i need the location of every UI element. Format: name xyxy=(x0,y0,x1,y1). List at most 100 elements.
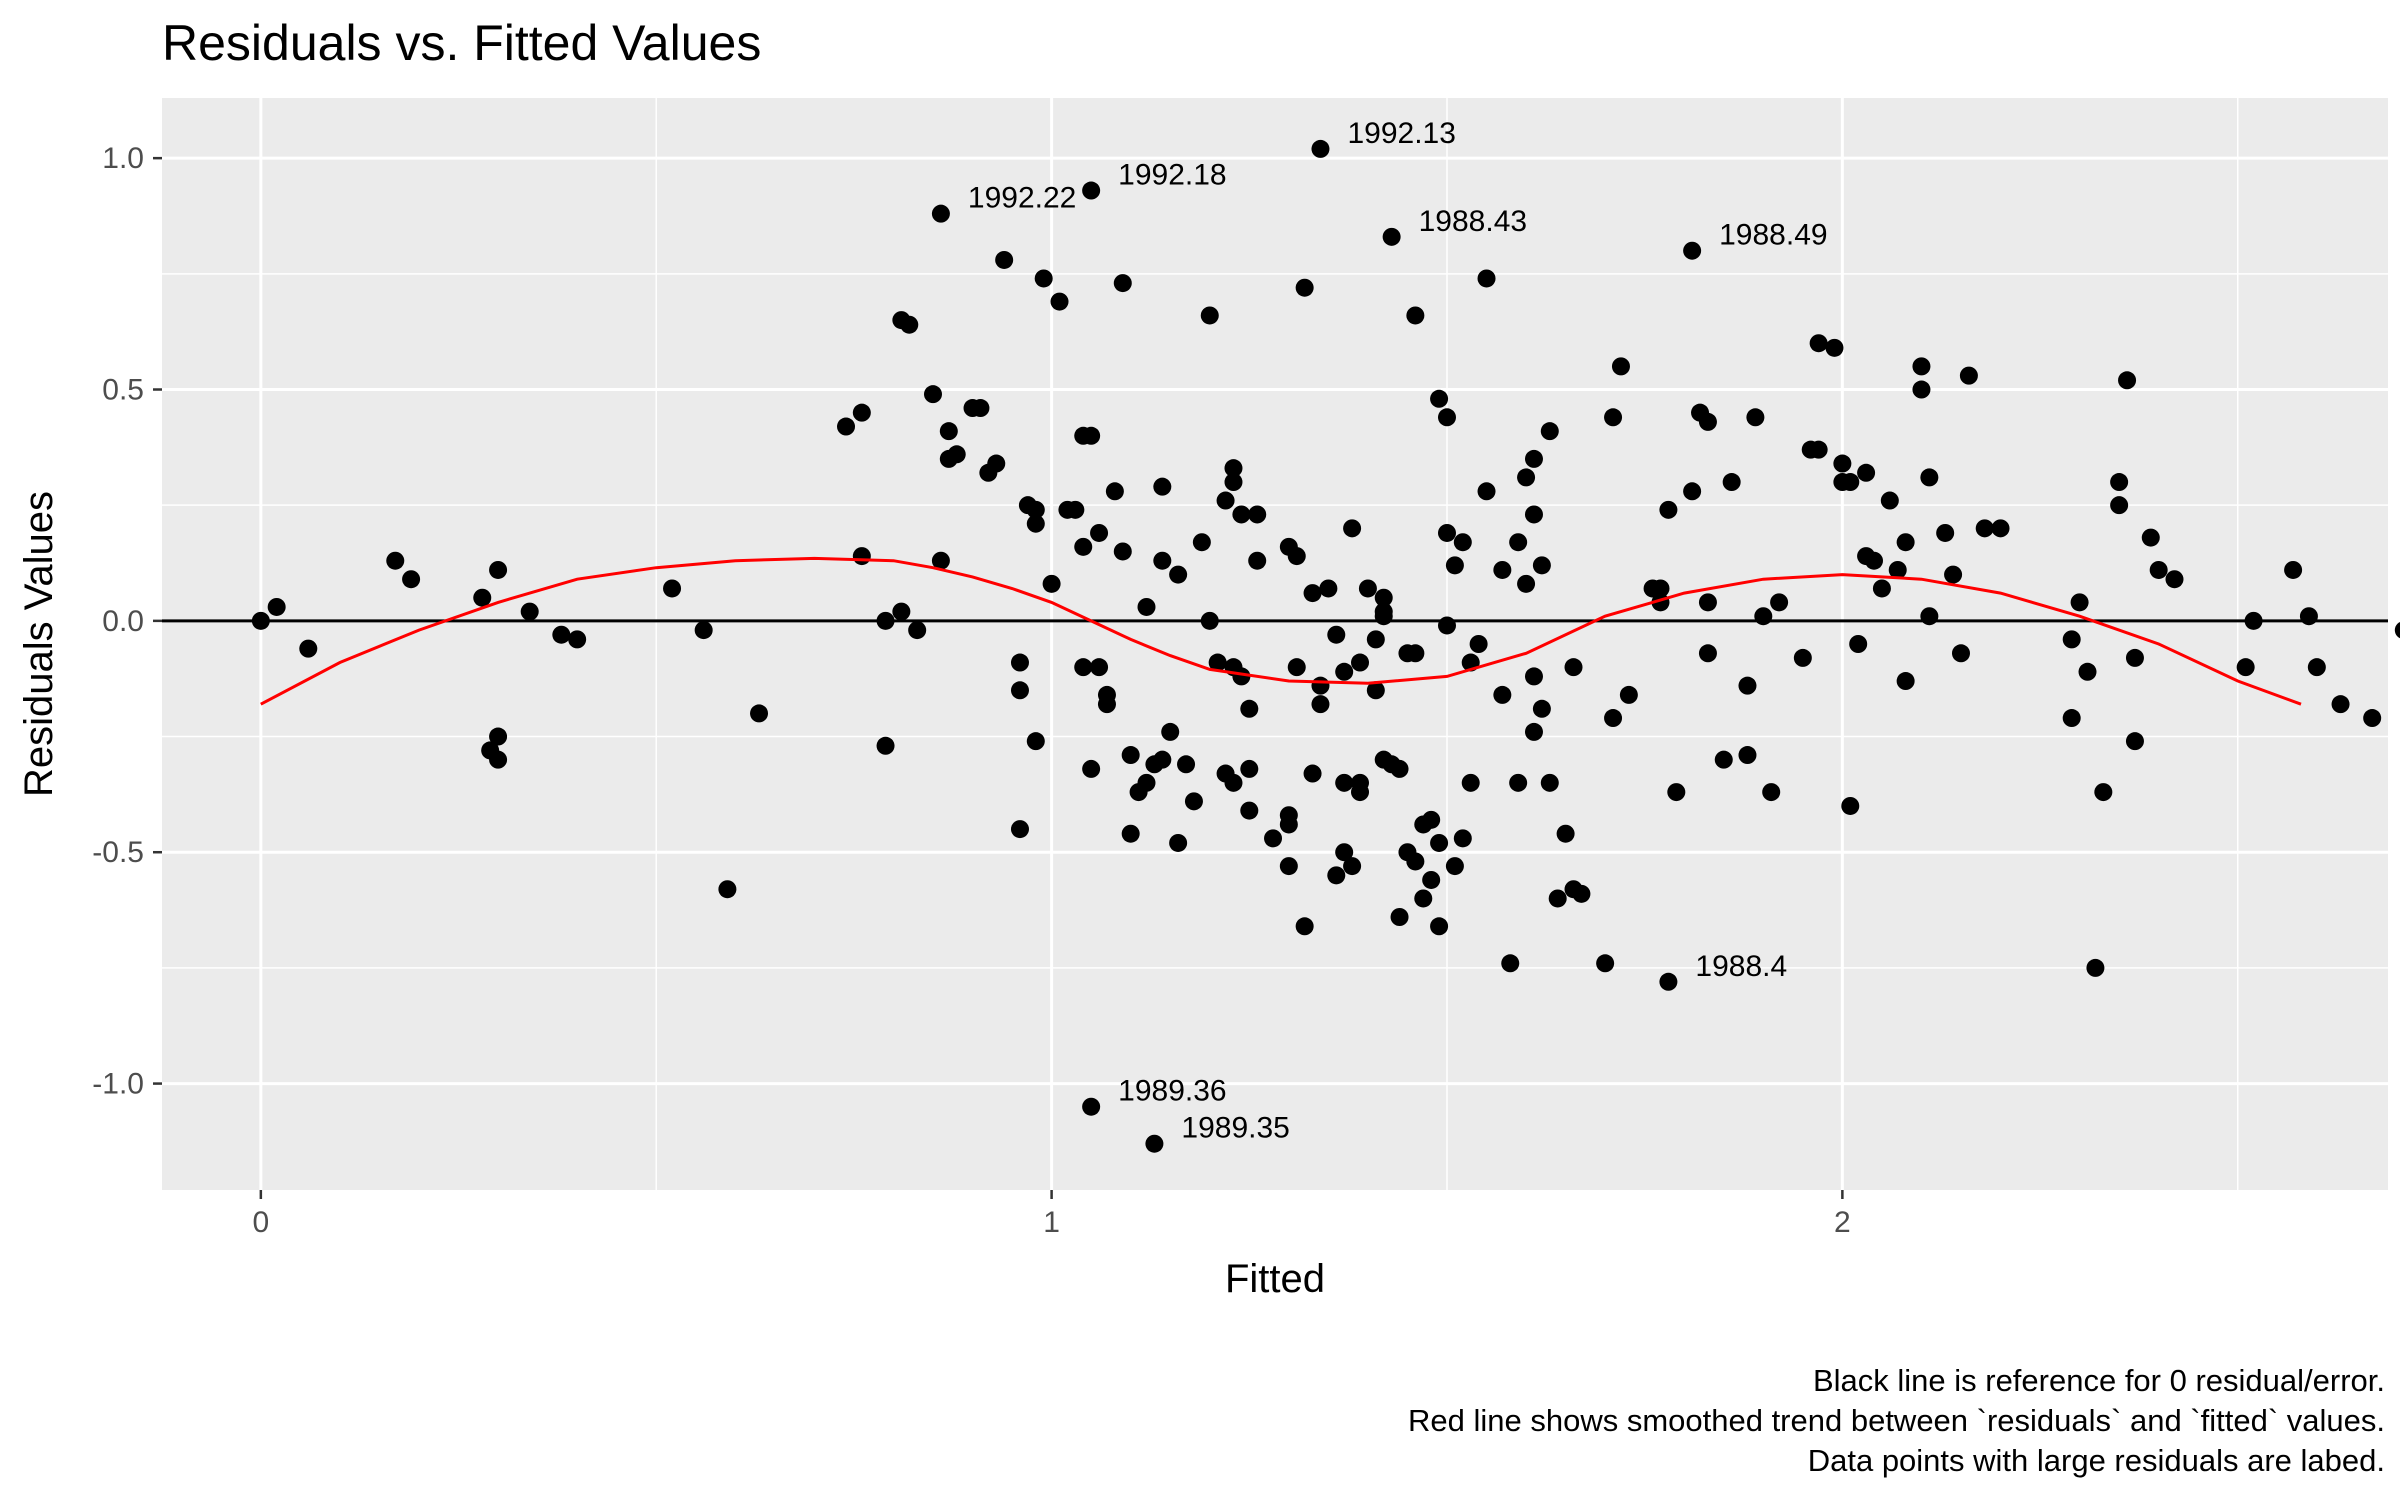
data-point xyxy=(1738,746,1757,765)
data-point xyxy=(1437,523,1456,542)
labeled-data-point xyxy=(1382,227,1401,246)
data-point xyxy=(1959,366,1978,385)
data-point xyxy=(837,417,856,436)
caption-line-3: Data points with large residuals are lab… xyxy=(1808,1443,2385,1478)
data-point xyxy=(1351,783,1370,802)
data-point xyxy=(1540,422,1559,441)
labeled-data-point xyxy=(931,204,950,223)
data-point xyxy=(2062,709,2081,728)
data-point xyxy=(1153,551,1172,570)
data-point xyxy=(2078,662,2097,681)
data-point xyxy=(1050,292,1069,311)
y-axis-title: Residuals Values xyxy=(17,491,61,797)
data-point xyxy=(1287,547,1306,566)
data-point xyxy=(1509,773,1528,792)
data-point xyxy=(1540,773,1559,792)
data-point xyxy=(1295,917,1314,936)
point-label: 1992.18 xyxy=(1118,159,1226,192)
data-point xyxy=(1169,565,1188,584)
data-point xyxy=(1042,574,1061,593)
data-point xyxy=(2149,560,2168,579)
data-point xyxy=(1564,658,1583,677)
data-point xyxy=(1517,468,1536,487)
data-point xyxy=(1936,523,1955,542)
data-point xyxy=(1896,672,1915,691)
data-point xyxy=(1010,653,1029,672)
labeled-data-point xyxy=(1659,972,1678,991)
data-point xyxy=(2299,607,2318,626)
data-point xyxy=(1951,644,1970,663)
chart-title: Residuals vs. Fitted Values xyxy=(162,15,761,71)
data-point xyxy=(1453,829,1472,848)
data-point xyxy=(718,880,737,899)
data-point xyxy=(1192,533,1211,552)
data-point xyxy=(1026,732,1045,751)
data-point xyxy=(1351,653,1370,672)
data-point xyxy=(750,704,769,723)
y-tick-label: 0.0 xyxy=(102,605,144,638)
data-point xyxy=(1264,829,1283,848)
data-point xyxy=(1714,750,1733,769)
data-point xyxy=(2244,611,2263,630)
data-point xyxy=(1406,852,1425,871)
data-point xyxy=(1445,857,1464,876)
data-point xyxy=(1524,722,1543,741)
data-point xyxy=(1809,440,1828,459)
data-point xyxy=(1295,278,1314,297)
minor-gridlines xyxy=(162,98,2388,1190)
data-point xyxy=(2125,732,2144,751)
data-points xyxy=(251,139,2400,1153)
data-point xyxy=(1279,815,1298,834)
data-point xyxy=(1912,357,1931,376)
point-labels: 1992.13 1992.18 1992.22 1988.43 1988.49 1988.… xyxy=(968,117,1828,1145)
data-point xyxy=(1437,616,1456,635)
data-point xyxy=(971,399,990,418)
data-point xyxy=(1335,662,1354,681)
data-point xyxy=(1311,695,1330,714)
data-point xyxy=(1493,685,1512,704)
data-point xyxy=(2363,709,2382,728)
data-point xyxy=(2165,570,2184,589)
data-point xyxy=(1667,783,1686,802)
data-point xyxy=(1066,500,1085,519)
data-point xyxy=(552,625,571,644)
data-point xyxy=(1975,519,1994,538)
caption-line-2: Red line shows smoothed trend between `r… xyxy=(1408,1403,2385,1438)
caption-line-1: Black line is reference for 0 residual/e… xyxy=(1813,1363,2385,1398)
data-point xyxy=(1619,685,1638,704)
y-tick-label: 1.0 xyxy=(102,142,144,175)
data-point xyxy=(1548,889,1567,908)
data-point xyxy=(2331,695,2350,714)
data-point xyxy=(1327,625,1346,644)
data-point xyxy=(1445,556,1464,575)
data-point xyxy=(2141,528,2160,547)
data-point xyxy=(251,611,270,630)
data-point xyxy=(1524,667,1543,686)
data-point xyxy=(663,579,682,598)
data-point xyxy=(1034,269,1053,288)
data-point xyxy=(900,315,919,334)
data-point xyxy=(852,547,871,566)
data-point xyxy=(1991,519,2010,538)
data-point xyxy=(1026,514,1045,533)
data-point xyxy=(2118,371,2137,390)
data-point xyxy=(1082,759,1101,778)
data-point xyxy=(1137,597,1156,616)
x-axis-ticks: 0 1 2 xyxy=(253,1190,1851,1239)
data-point xyxy=(1849,635,1868,653)
data-point xyxy=(1224,473,1243,492)
data-point xyxy=(2307,658,2326,677)
data-point xyxy=(520,602,539,621)
data-point xyxy=(1311,676,1330,695)
data-point xyxy=(987,454,1006,473)
data-point xyxy=(876,736,895,755)
data-point xyxy=(1857,463,1876,482)
data-point xyxy=(931,551,950,570)
data-point xyxy=(1161,722,1180,741)
x-tick-label: 1 xyxy=(1043,1206,1060,1239)
data-point xyxy=(1319,579,1338,598)
data-point xyxy=(1572,884,1591,903)
data-point xyxy=(1169,833,1188,852)
x-tick-label: 0 xyxy=(253,1206,270,1239)
data-point xyxy=(1303,764,1322,783)
